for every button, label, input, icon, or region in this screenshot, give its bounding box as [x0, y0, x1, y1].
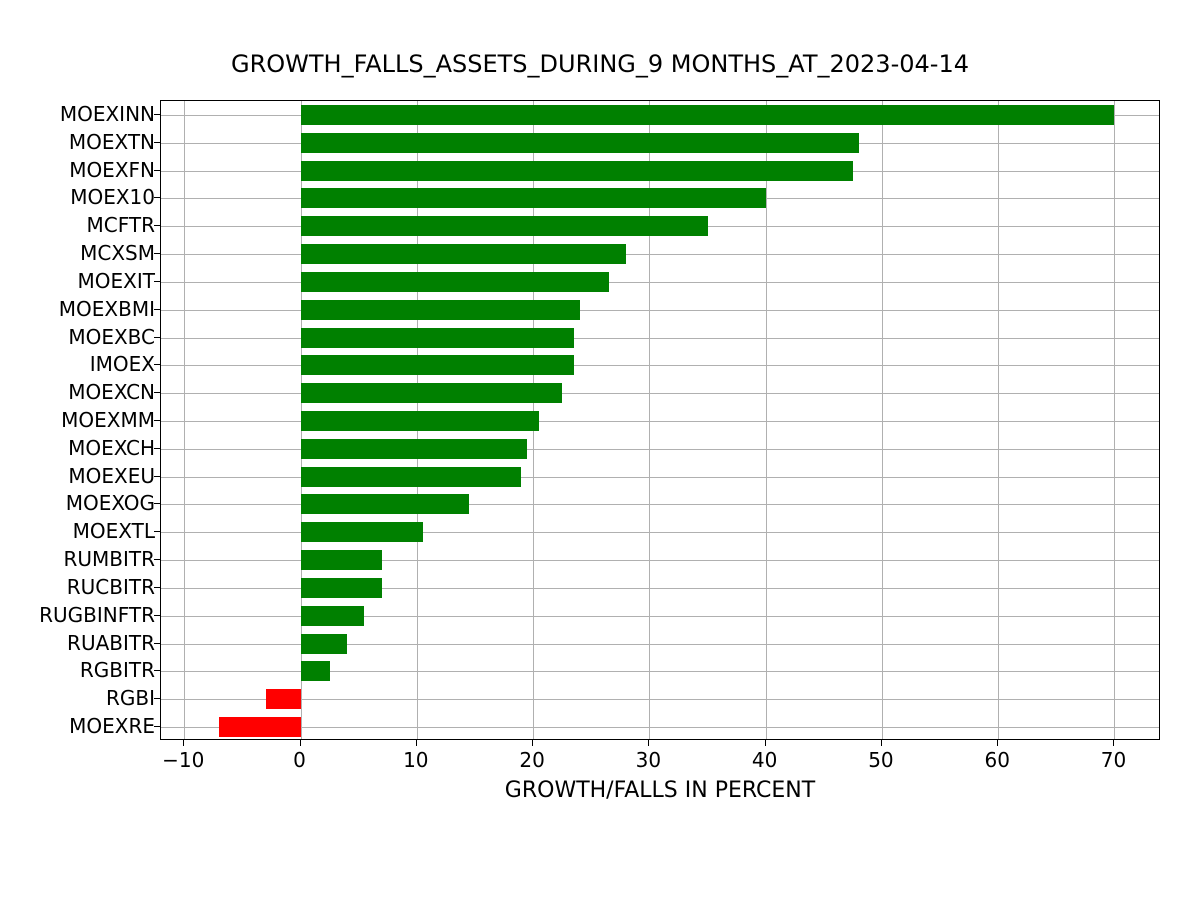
x-tick-mark	[997, 740, 998, 746]
y-tick-label: MOEXINN	[15, 102, 155, 126]
x-tick-label: 40	[752, 748, 777, 772]
x-tick-label: 50	[868, 748, 893, 772]
bar	[301, 522, 423, 542]
y-tick-label: MOEXTN	[15, 130, 155, 154]
bar	[301, 188, 766, 208]
chart-title: GROWTH_FALLS_ASSETS_DURING_9 MONTHS_AT_2…	[0, 50, 1200, 78]
bar	[219, 717, 300, 737]
y-tick-label: RGBITR	[15, 658, 155, 682]
y-tick-label: RUGBINFTR	[15, 603, 155, 627]
x-tick-mark	[881, 740, 882, 746]
x-tick-mark	[300, 740, 301, 746]
y-tick-label: MOEX10	[15, 185, 155, 209]
bar	[301, 661, 330, 681]
gridline-h	[161, 727, 1159, 728]
y-tick-label: RUABITR	[15, 631, 155, 655]
y-tick-label: RUCBITR	[15, 575, 155, 599]
bar	[301, 606, 365, 626]
x-tick-label: 60	[984, 748, 1009, 772]
x-tick-mark	[183, 740, 184, 746]
bar	[301, 411, 539, 431]
y-tick-label: MOEXIT	[15, 269, 155, 293]
bar	[301, 355, 574, 375]
y-tick-label: RGBI	[15, 686, 155, 710]
bar	[301, 216, 708, 236]
x-tick-label: 20	[519, 748, 544, 772]
bar	[301, 272, 609, 292]
x-tick-label: 10	[403, 748, 428, 772]
gridline-h	[161, 699, 1159, 700]
bar	[301, 133, 859, 153]
y-tick-label: MOEXBC	[15, 325, 155, 349]
x-tick-label: 0	[293, 748, 306, 772]
y-tick-label: MCXSM	[15, 241, 155, 265]
y-tick-label: MOEXCN	[15, 380, 155, 404]
y-tick-label: MOEXFN	[15, 158, 155, 182]
bar	[301, 634, 348, 654]
x-tick-label: 70	[1101, 748, 1126, 772]
y-tick-label: RUMBITR	[15, 547, 155, 571]
x-tick-mark	[416, 740, 417, 746]
bar	[301, 439, 528, 459]
y-tick-label: MCFTR	[15, 213, 155, 237]
y-tick-label: IMOEX	[15, 352, 155, 376]
x-tick-mark	[648, 740, 649, 746]
bar	[301, 578, 382, 598]
bar	[301, 494, 470, 514]
x-axis-label: GROWTH/FALLS IN PERCENT	[160, 778, 1160, 803]
chart-wrapper: GROWTH_FALLS_ASSETS_DURING_9 MONTHS_AT_2…	[0, 0, 1200, 900]
bar	[301, 105, 1115, 125]
x-tick-mark	[532, 740, 533, 746]
bar	[301, 328, 574, 348]
bar	[301, 244, 627, 264]
bar	[301, 550, 382, 570]
y-tick-label: MOEXTL	[15, 519, 155, 543]
bar	[301, 467, 522, 487]
y-tick-label: MOEXCH	[15, 436, 155, 460]
y-tick-label: MOEXBMI	[15, 297, 155, 321]
y-tick-label: MOEXOG	[15, 491, 155, 515]
y-tick-label: MOEXRE	[15, 714, 155, 738]
bar	[266, 689, 301, 709]
x-tick-mark	[765, 740, 766, 746]
bar	[301, 300, 580, 320]
plot-area	[160, 100, 1160, 740]
y-tick-label: MOEXEU	[15, 464, 155, 488]
x-tick-label: 30	[636, 748, 661, 772]
bar	[301, 161, 853, 181]
bar	[301, 383, 563, 403]
x-tick-label: −10	[162, 748, 204, 772]
y-tick-label: MOEXMM	[15, 408, 155, 432]
x-tick-mark	[1113, 740, 1114, 746]
